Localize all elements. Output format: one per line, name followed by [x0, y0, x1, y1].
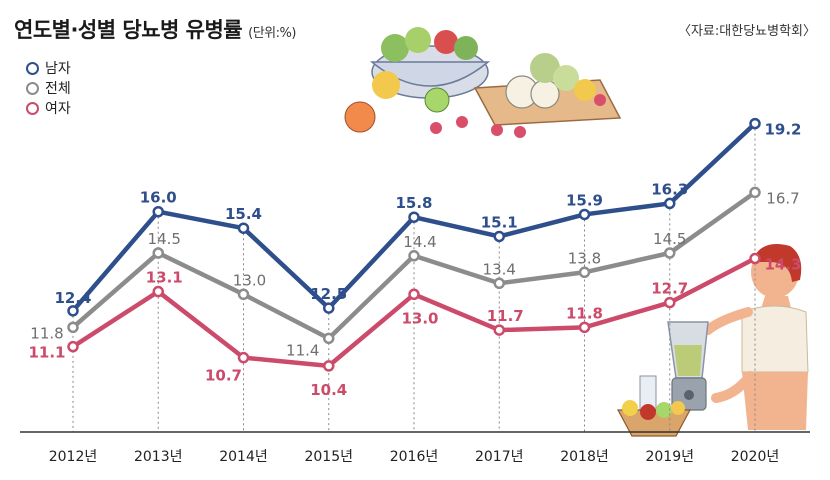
- series-point-2-6: [578, 321, 591, 334]
- data-label-0-7: 16.3: [651, 180, 688, 198]
- legend-label-male: 남자: [45, 61, 71, 77]
- woman-blender-illustration: [616, 244, 809, 437]
- x-tick-label-4: 2016년: [390, 449, 439, 465]
- series-point-0-4: [408, 211, 420, 223]
- legend-label-total: 전체: [45, 81, 71, 97]
- data-label-0-2: 15.4: [225, 205, 262, 223]
- series-point-2-4: [408, 288, 420, 301]
- x-tick-label-6: 2018년: [560, 449, 609, 465]
- x-tick-label-2: 2014년: [219, 449, 268, 465]
- series-point-1-7: [664, 247, 676, 259]
- vegetables-illustration: [344, 27, 622, 138]
- series-point-1-2: [237, 288, 250, 301]
- data-label-1-4: 14.4: [403, 233, 436, 251]
- series-layer: 11.1 13.1 10.7 10.4 13.0 11.7 11.8 12.7 14.3 11.8…: [28, 117, 802, 399]
- data-label-2-4: 13.0: [401, 309, 438, 327]
- series-point-0-2: [237, 222, 250, 234]
- legend-marker-female: [26, 101, 39, 115]
- x-axis-ticks: 2012년 2013년 2014년 2015년 2016년 2017년 2018년 2019년…: [49, 449, 780, 465]
- data-label-1-7: 14.5: [653, 230, 686, 248]
- series-point-0-3: [323, 302, 335, 314]
- data-label-2-8: 14.3: [764, 256, 801, 274]
- x-tick-label-0: 2012년: [49, 449, 98, 465]
- data-label-2-6: 11.8: [566, 304, 603, 322]
- chart-title: 연도별·성별 당뇨병 유병률 (단위:%): [14, 14, 296, 44]
- legend-marker-male: [26, 61, 39, 75]
- series-point-2-2: [237, 351, 250, 364]
- series-point-1-8: [749, 186, 761, 199]
- x-tick-label-3: 2015년: [304, 449, 353, 465]
- data-label-1-3: 11.4: [286, 341, 319, 359]
- series-point-0-8: [749, 117, 761, 130]
- legend-item-total: 전체: [26, 78, 71, 98]
- series-point-0-6: [578, 208, 591, 221]
- legend: 남자 전체 여자: [26, 58, 71, 118]
- legend-item-female: 여자: [26, 98, 71, 118]
- unit-label: (단위:%): [248, 26, 296, 41]
- data-label-0-8: 19.2: [764, 121, 801, 139]
- series-point-2-3: [323, 360, 335, 372]
- x-tick-label-1: 2013년: [134, 449, 183, 465]
- series-point-2-1: [152, 285, 164, 298]
- x-tick-label-7: 2019년: [645, 449, 694, 465]
- legend-label-female: 여자: [45, 101, 71, 117]
- data-label-2-7: 12.7: [651, 280, 688, 298]
- legend-item-male: 남자: [26, 58, 71, 78]
- x-tick-label-8: 2020년: [731, 449, 780, 465]
- series-point-0-5: [493, 230, 505, 243]
- x-tick-label-5: 2017년: [475, 449, 524, 465]
- data-label-2-5: 11.7: [487, 307, 524, 325]
- series-point-0-1: [152, 205, 164, 218]
- series-point-0-0: [67, 305, 79, 317]
- data-label-1-6: 13.8: [568, 249, 601, 267]
- data-label-1-1: 14.5: [148, 230, 181, 248]
- series-point-1-4: [408, 250, 420, 262]
- series-point-2-5: [493, 324, 505, 336]
- legend-marker-total: [26, 81, 39, 95]
- data-label-0-0: 12.4: [54, 289, 91, 307]
- source-label: 〈자료:대한당뇨병학회〉: [677, 24, 816, 39]
- series-point-1-1: [152, 247, 164, 259]
- data-label-1-0: 11.8: [30, 324, 63, 342]
- data-label-0-4: 15.8: [395, 194, 432, 212]
- data-label-1-8: 16.7: [766, 189, 799, 207]
- data-label-2-2: 10.7: [205, 367, 242, 385]
- data-label-1-2: 13.0: [233, 271, 266, 289]
- data-label-0-1: 16.0: [140, 189, 177, 207]
- series-point-2-8: [749, 252, 761, 265]
- data-label-2-0: 11.1: [28, 344, 65, 362]
- series-point-2-7: [664, 296, 676, 309]
- series-point-2-0: [67, 340, 79, 353]
- series-point-1-0: [67, 321, 79, 334]
- title-text: 연도별·성별 당뇨병 유병률: [14, 18, 243, 42]
- series-point-1-3: [323, 332, 335, 345]
- series-point-0-7: [664, 197, 676, 210]
- data-label-0-5: 15.1: [481, 213, 518, 231]
- data-label-1-5: 13.4: [483, 260, 516, 278]
- series-point-1-5: [493, 277, 505, 290]
- series-point-1-6: [578, 266, 591, 279]
- data-label-0-6: 15.9: [566, 191, 603, 209]
- data-label-2-3: 10.4: [310, 381, 347, 399]
- data-label-0-3: 12.5: [310, 285, 347, 303]
- data-label-2-1: 13.1: [146, 269, 183, 287]
